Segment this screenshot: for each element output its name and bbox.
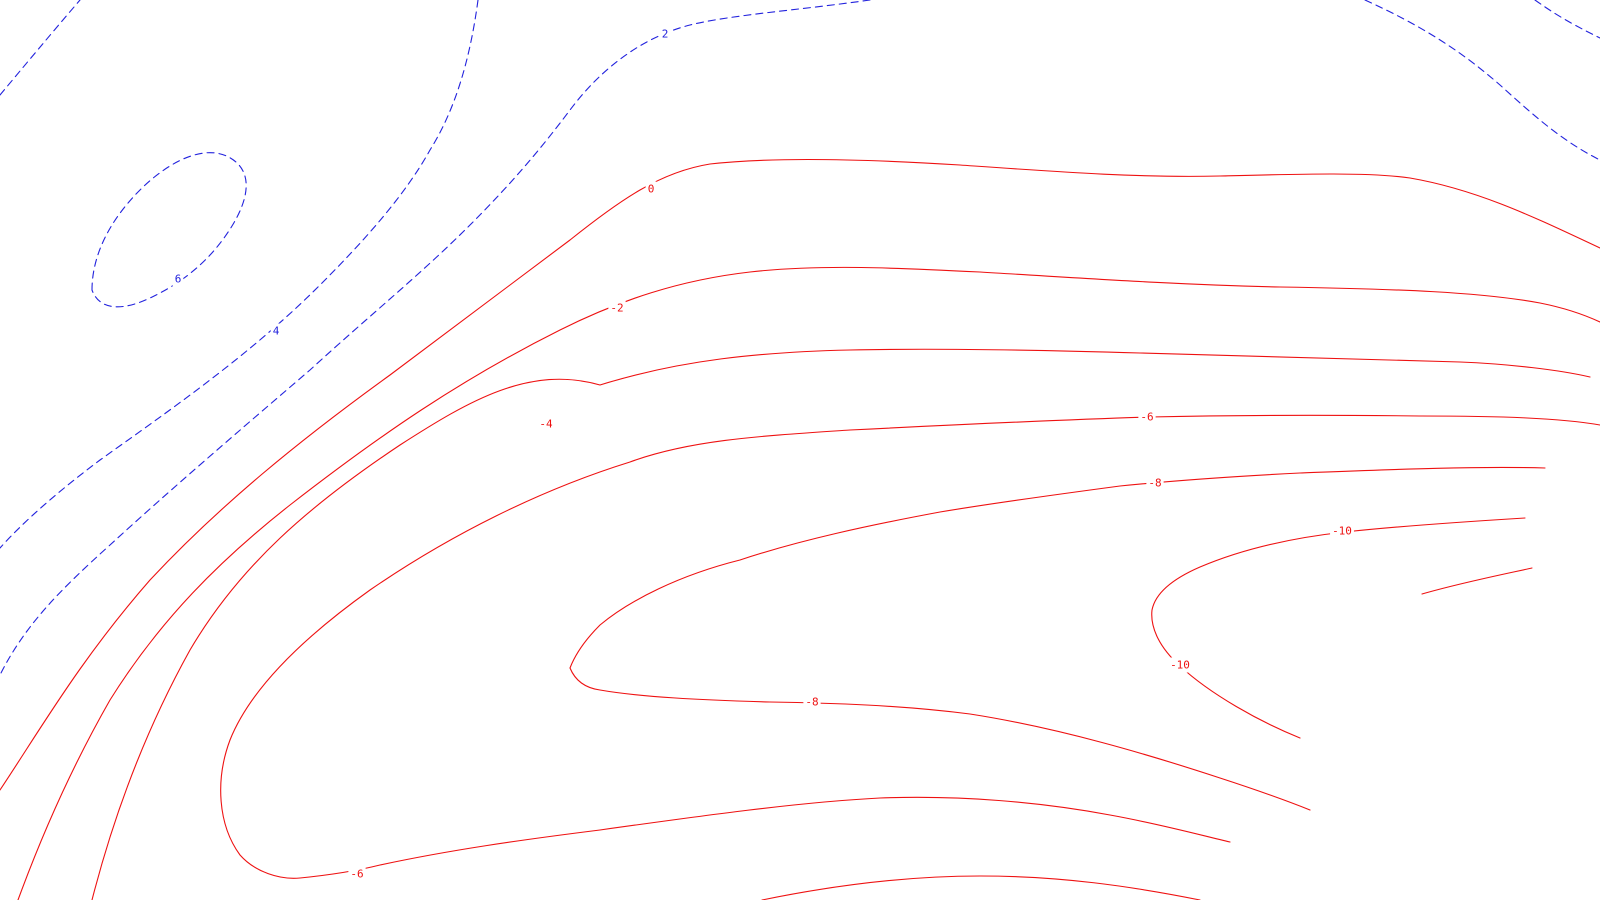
contour-label-backdrop (1146, 475, 1164, 491)
contour-label-backdrop (348, 866, 366, 882)
contour-line-neg10-a (1151, 517, 1526, 739)
contour-label-backdrop (172, 271, 184, 287)
contour-line-neg2 (17, 266, 1600, 900)
contour-line-neg6-b (761, 875, 1201, 900)
contour-line-2-c (1534, 0, 1600, 39)
contour-label-4: 4 (273, 325, 280, 338)
contour-label-neg8-b: -8 (805, 696, 818, 709)
contour-label-6: 6 (175, 273, 182, 286)
contour-label-backdrop (270, 323, 282, 339)
contour-line-neg4 (91, 348, 1591, 900)
contour-line-6 (91, 152, 247, 308)
contour-label-0: 0 (648, 183, 655, 196)
contour-label-backdrop (1330, 523, 1354, 539)
contour-label-neg6-b: -6 (350, 868, 363, 881)
contour-label-backdrop (1168, 657, 1192, 673)
contour-line-neg8 (569, 466, 1546, 811)
contour-line-neg10-b (1421, 567, 1533, 595)
contour-label-backdrop (659, 26, 671, 42)
contour-label-backdrop (1138, 409, 1156, 425)
contour-label-2: 2 (662, 28, 669, 41)
contour-line-neg6-a (220, 414, 1600, 879)
contour-label-backdrop (608, 300, 626, 316)
contour-label-neg6-a: -6 (1140, 411, 1153, 424)
contour-label-neg10-a: -10 (1332, 525, 1352, 538)
contour-line-2-b (1364, 0, 1600, 161)
contour-line-2-a (0, 0, 871, 676)
contour-line-0 (0, 158, 1600, 791)
contour-line-4-a (0, 0, 81, 96)
contour-label-neg4: -4 (539, 418, 553, 431)
contour-line-4-b (0, 0, 479, 549)
contour-label-backdrop (645, 181, 657, 197)
contour-label-backdrop (537, 416, 555, 432)
contour-label-neg10-b: -10 (1170, 659, 1190, 672)
contour-label-neg2: -2 (610, 302, 623, 315)
contour-label-backdrop (803, 694, 821, 710)
contour-label-neg8-a: -8 (1148, 477, 1161, 490)
